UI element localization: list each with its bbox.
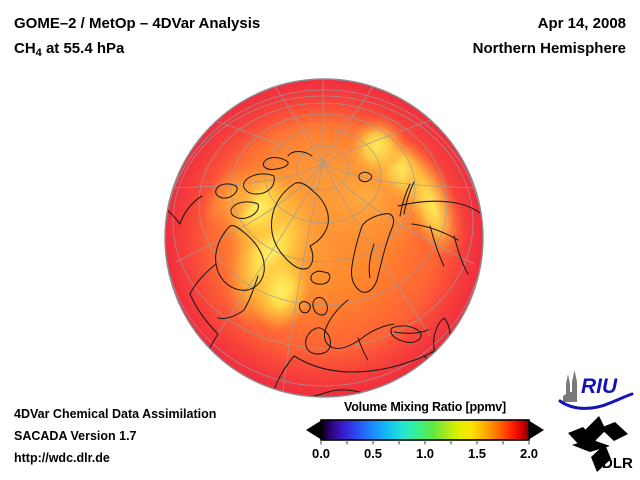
colorbar-tick-label: 0.5 — [363, 446, 383, 461]
riu-wave-icon — [558, 392, 634, 410]
page-title: GOME–2 / MetOp – 4DVar Analysis — [14, 15, 261, 32]
colorbar-tick-label: 2.0 — [519, 446, 539, 461]
footer-line-version: SACADA Version 1.7 — [14, 429, 137, 443]
riu-logo: RIU — [558, 370, 634, 410]
globe-field — [165, 79, 483, 397]
colorbar-tick-label: 0.0 — [311, 446, 331, 461]
footer-line-url: http://wdc.dlr.de — [14, 451, 110, 465]
dlr-wordmark: DLR — [602, 455, 633, 472]
riu-wordmark: RIU — [581, 375, 618, 398]
colorbar-tick-label: 1.5 — [467, 446, 487, 461]
colorbar-arrow-left — [306, 420, 322, 440]
header-right-titles: Apr 14, 2008 Northern Hemisphere — [473, 11, 626, 61]
colorbar-tick-label: 1.0 — [415, 446, 435, 461]
colorbar-ticks — [320, 440, 530, 445]
species-formula: CH — [14, 40, 36, 57]
colorbar-tick-labels: 0.0 0.5 1.0 1.5 2.0 — [305, 446, 545, 464]
species-subscript: 4 — [35, 47, 42, 59]
graticule — [165, 79, 483, 397]
globe-map — [162, 76, 486, 400]
footer-credits: 4DVar Chemical Data Assimilation SACADA … — [14, 403, 216, 469]
species-pressure: at 55.4 hPa — [41, 40, 125, 57]
colorbar-title: Volume Mixing Ratio [ppmv] — [344, 400, 506, 414]
species-subtitle: CH4 at 55.4 hPa — [14, 36, 260, 66]
riu-cathedral-icon — [563, 370, 577, 402]
footer-line-assimilation: 4DVar Chemical Data Assimilation — [14, 407, 217, 421]
colorbar-scale — [306, 419, 544, 445]
header-left-titles: GOME–2 / MetOp – 4DVar Analysis CH4 at 5… — [14, 11, 260, 66]
region-label: Northern Hemisphere — [472, 40, 626, 57]
date-label: Apr 14, 2008 — [537, 15, 626, 32]
colorbar-arrow-right — [528, 420, 544, 440]
dlr-logo: DLR — [568, 416, 633, 472]
colorbar: Volume Mixing Ratio [ppmv] 0.0 0.5 1.0 1.5 2… — [305, 400, 545, 464]
dlr-pinwheel-icon — [568, 416, 628, 472]
globe-rim — [164, 78, 484, 398]
